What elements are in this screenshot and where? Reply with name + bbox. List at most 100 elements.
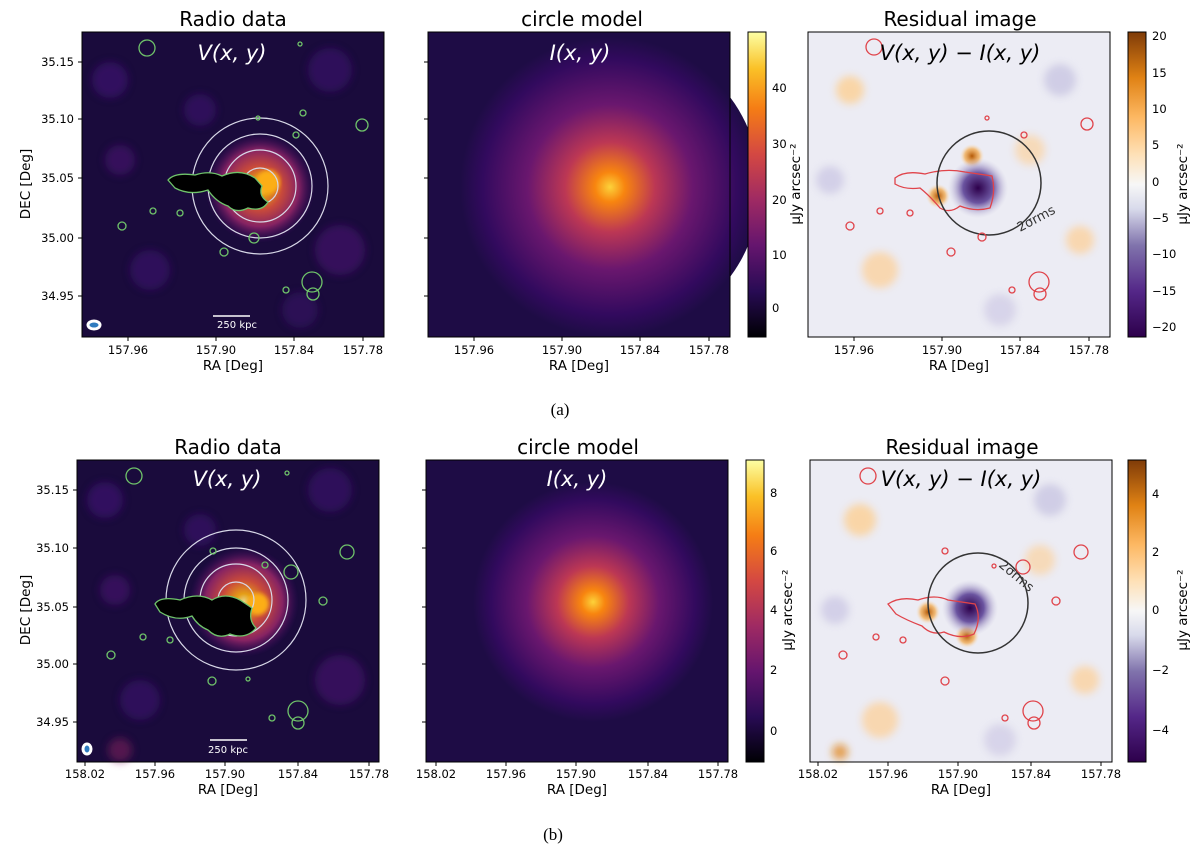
panel-title: Radio data [179,7,287,31]
panel-formula: V(x, y) − I(x, y) [881,467,1042,491]
x-tick: 158.02 [416,767,456,781]
x-tick: 157.78 [1069,343,1109,357]
cbar-tick: 4 [770,603,777,617]
source-contours [845,38,1094,301]
panel-b-model: circle model I(x, y) 158.02 157.96 157.9… [416,435,796,798]
panel-formula: I(x, y) [550,41,611,65]
x-tick: 157.84 [628,767,668,781]
source-contours [838,467,1089,730]
x-axis-label: RA [Deg] [203,358,263,374]
x-tick: 157.96 [454,343,494,357]
y-ticks: 35.15 35.10 35.05 35.00 34.95 [41,55,74,303]
panel-title: Radio data [174,435,282,459]
y-tick: 35.15 [36,483,69,497]
panel-formula: V(x, y) − I(x, y) [880,41,1041,65]
x-axis-label: RA [Deg] [198,782,258,798]
colorbar-ticks: 8 6 4 2 0 [770,486,777,738]
mask-region [167,171,269,212]
beam-icon [86,319,102,331]
colorbar [1127,459,1147,763]
x-tick: 157.84 [274,343,314,357]
cbar-tick: 5 [1152,138,1159,152]
x-ticks: 158.02 157.96 157.90 157.84 157.78 [798,767,1121,781]
colorbar-ticks: 20 15 10 5 0 −5 −10 −15 −20 [1152,29,1176,334]
x-tick: 157.90 [922,343,962,357]
x-tick: 157.84 [1000,343,1040,357]
cbar-tick: 0 [1152,175,1159,189]
cbar-tick: −5 [1152,211,1169,225]
colorbar-label: μJy arcsec⁻² [780,569,796,650]
panel-b-radio: 250 kpc Radio data V(x, y) 35.15 35.10 3… [18,435,389,798]
x-axis-label: RA [Deg] [929,358,989,374]
cbar-tick: 10 [1152,102,1167,116]
colorbar-label: μJy arcsec⁻² [1175,569,1191,650]
cbar-tick: 4 [1152,487,1159,501]
cbar-tick: 2 [770,663,777,677]
y-axis-label: DEC [Deg] [18,575,34,645]
cbar-tick: −15 [1152,284,1176,298]
colorbar-ticks: 40 30 20 10 0 [772,81,787,315]
cbar-tick: 20 [772,193,787,207]
panel-title: Residual image [885,435,1038,459]
cbar-tick: 8 [770,486,777,500]
model-blob [460,37,760,337]
x-tick: 157.96 [108,343,148,357]
cbar-tick: −10 [1152,247,1176,261]
radio-noise [92,48,365,328]
y-tick: 35.05 [41,171,74,185]
colorbar-ticks: 4 2 0 −2 −4 [1152,487,1169,737]
y-axis-label: DEC [Deg] [18,149,34,219]
x-tick: 157.90 [556,767,596,781]
caption-b: (b) [543,825,563,844]
x-tick: 157.90 [196,343,236,357]
colorbar-label: μJy arcsec⁻² [788,143,804,224]
cbar-tick: 15 [1152,66,1167,80]
x-axis-label: RA [Deg] [931,782,991,798]
model-blob [473,482,713,722]
x-tick: 157.90 [542,343,582,357]
panel-title: circle model [517,435,639,459]
y-tick: 34.95 [41,289,74,303]
x-tick: 157.78 [349,767,389,781]
panel-title: Residual image [883,7,1036,31]
residual-hole [942,580,998,636]
x-tick: 157.96 [834,343,874,357]
beam-icon [81,742,93,756]
residual-hole [948,158,1008,218]
x-tick: 157.84 [278,767,318,781]
cbar-tick: 6 [770,544,777,558]
cbar-tick: 20 [1152,29,1167,43]
panel-b-residual: 2σrms Residual image V(x, y) − I(x, y) 1… [798,435,1191,798]
x-ticks: 157.96 157.90 157.84 157.78 [834,343,1109,357]
x-tick: 157.96 [486,767,526,781]
panel-title: circle model [521,7,643,31]
caption-a: (a) [551,400,570,419]
colorbar [747,31,767,338]
source-contours [106,467,355,730]
panel-formula: I(x, y) [547,467,608,491]
x-ticks: 158.02 157.96 157.90 157.84 157.78 [416,767,738,781]
x-axis-label: RA [Deg] [547,782,607,798]
cbar-tick: 0 [1152,603,1159,617]
cbar-tick: −2 [1152,663,1169,677]
x-tick: 157.90 [938,767,978,781]
x-ticks: 157.96 157.90 157.84 157.78 [454,343,729,357]
x-tick: 158.02 [65,767,105,781]
panel-a-model: circle model I(x, y) 157.96 157.90 157.8… [424,7,804,374]
panel-formula: V(x, y) [193,467,262,491]
x-tick: 157.90 [205,767,245,781]
x-axis-label: RA [Deg] [549,358,609,374]
x-tick: 157.78 [1081,767,1121,781]
colorbar [745,459,765,763]
panel-a-residual: 2σrms Residual image V(x, y) − I(x, y) 1… [807,7,1191,374]
panel-formula: V(x, y) [198,41,267,65]
x-tick: 157.96 [135,767,175,781]
y-tick: 35.10 [41,112,74,126]
colorbar-label: μJy arcsec⁻² [1175,143,1191,224]
x-tick: 157.84 [620,343,660,357]
x-tick: 157.84 [1011,767,1051,781]
cbar-tick: 0 [770,724,777,738]
cbar-tick: 10 [772,248,787,262]
x-tick: 157.78 [689,343,729,357]
